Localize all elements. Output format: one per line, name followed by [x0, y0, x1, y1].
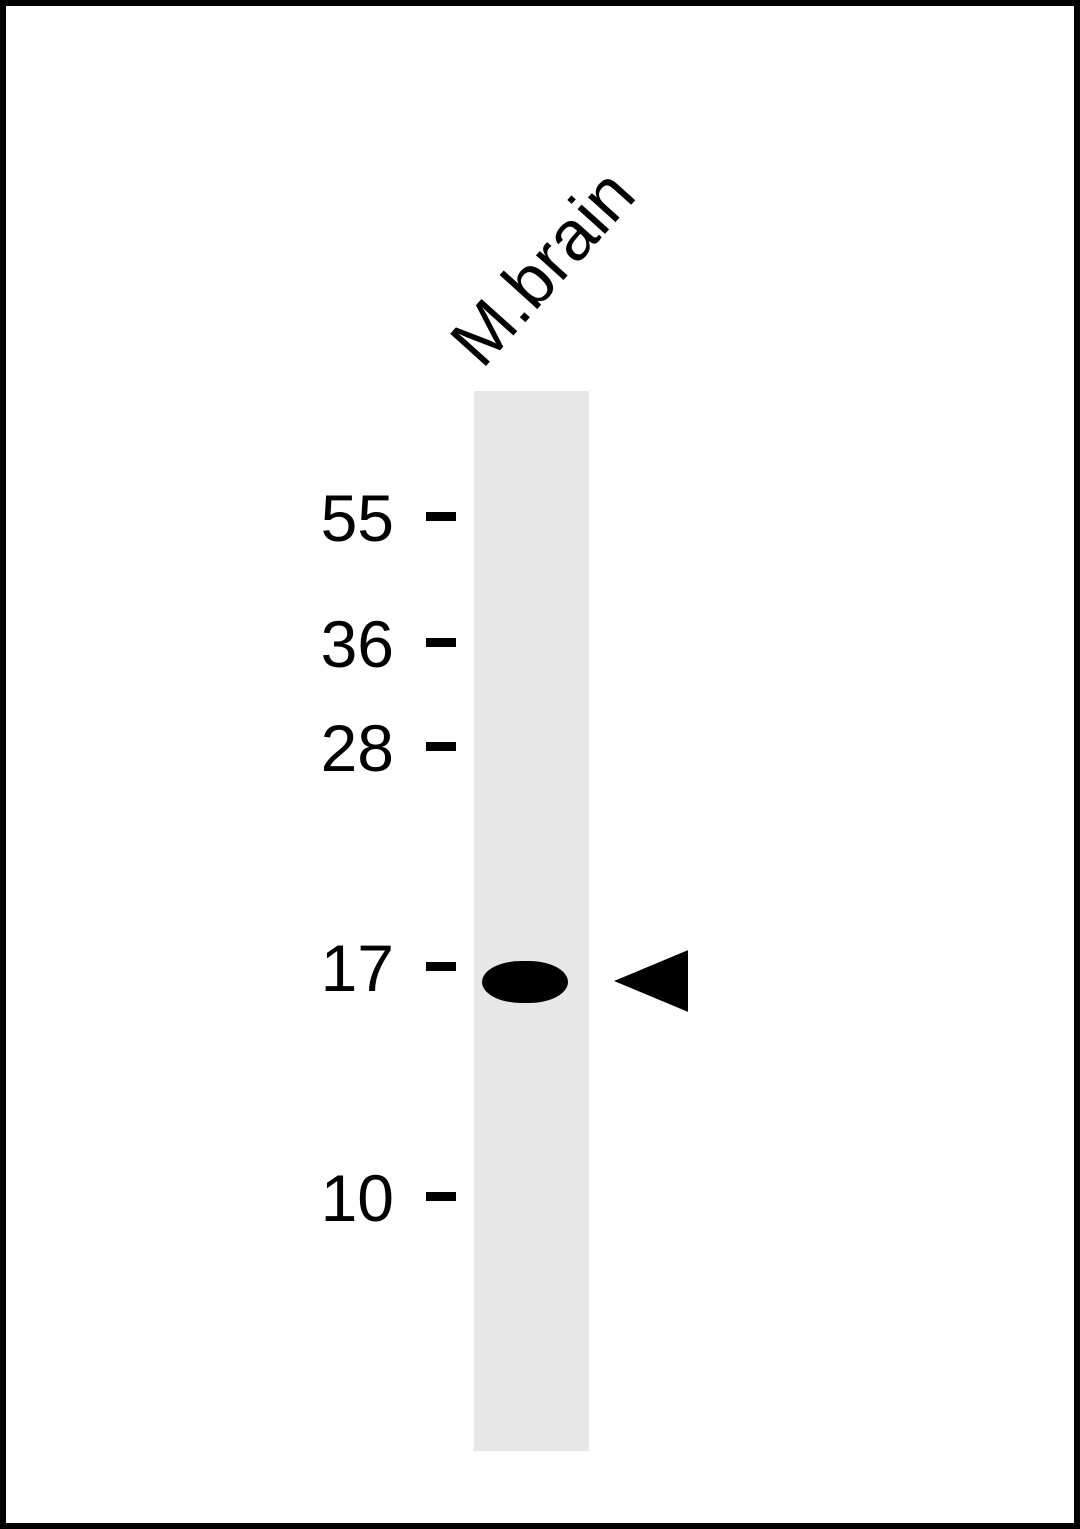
band-arrow-icon: [614, 950, 688, 1012]
mw-tick-55: [426, 512, 456, 521]
mw-tick-28: [426, 742, 456, 751]
mw-label-55: 55: [194, 480, 394, 556]
mw-label-10: 10: [194, 1160, 394, 1236]
protein-band: [482, 961, 568, 1003]
mw-tick-10: [426, 1192, 456, 1201]
mw-tick-17: [426, 962, 456, 971]
mw-tick-36: [426, 638, 456, 647]
image-frame: M.brain 55 36 28 17 10: [0, 0, 1080, 1529]
lane-label: M.brain: [435, 154, 651, 381]
blot-lane: [474, 391, 589, 1451]
mw-label-17: 17: [194, 930, 394, 1006]
mw-label-36: 36: [194, 606, 394, 682]
mw-label-28: 28: [194, 710, 394, 786]
